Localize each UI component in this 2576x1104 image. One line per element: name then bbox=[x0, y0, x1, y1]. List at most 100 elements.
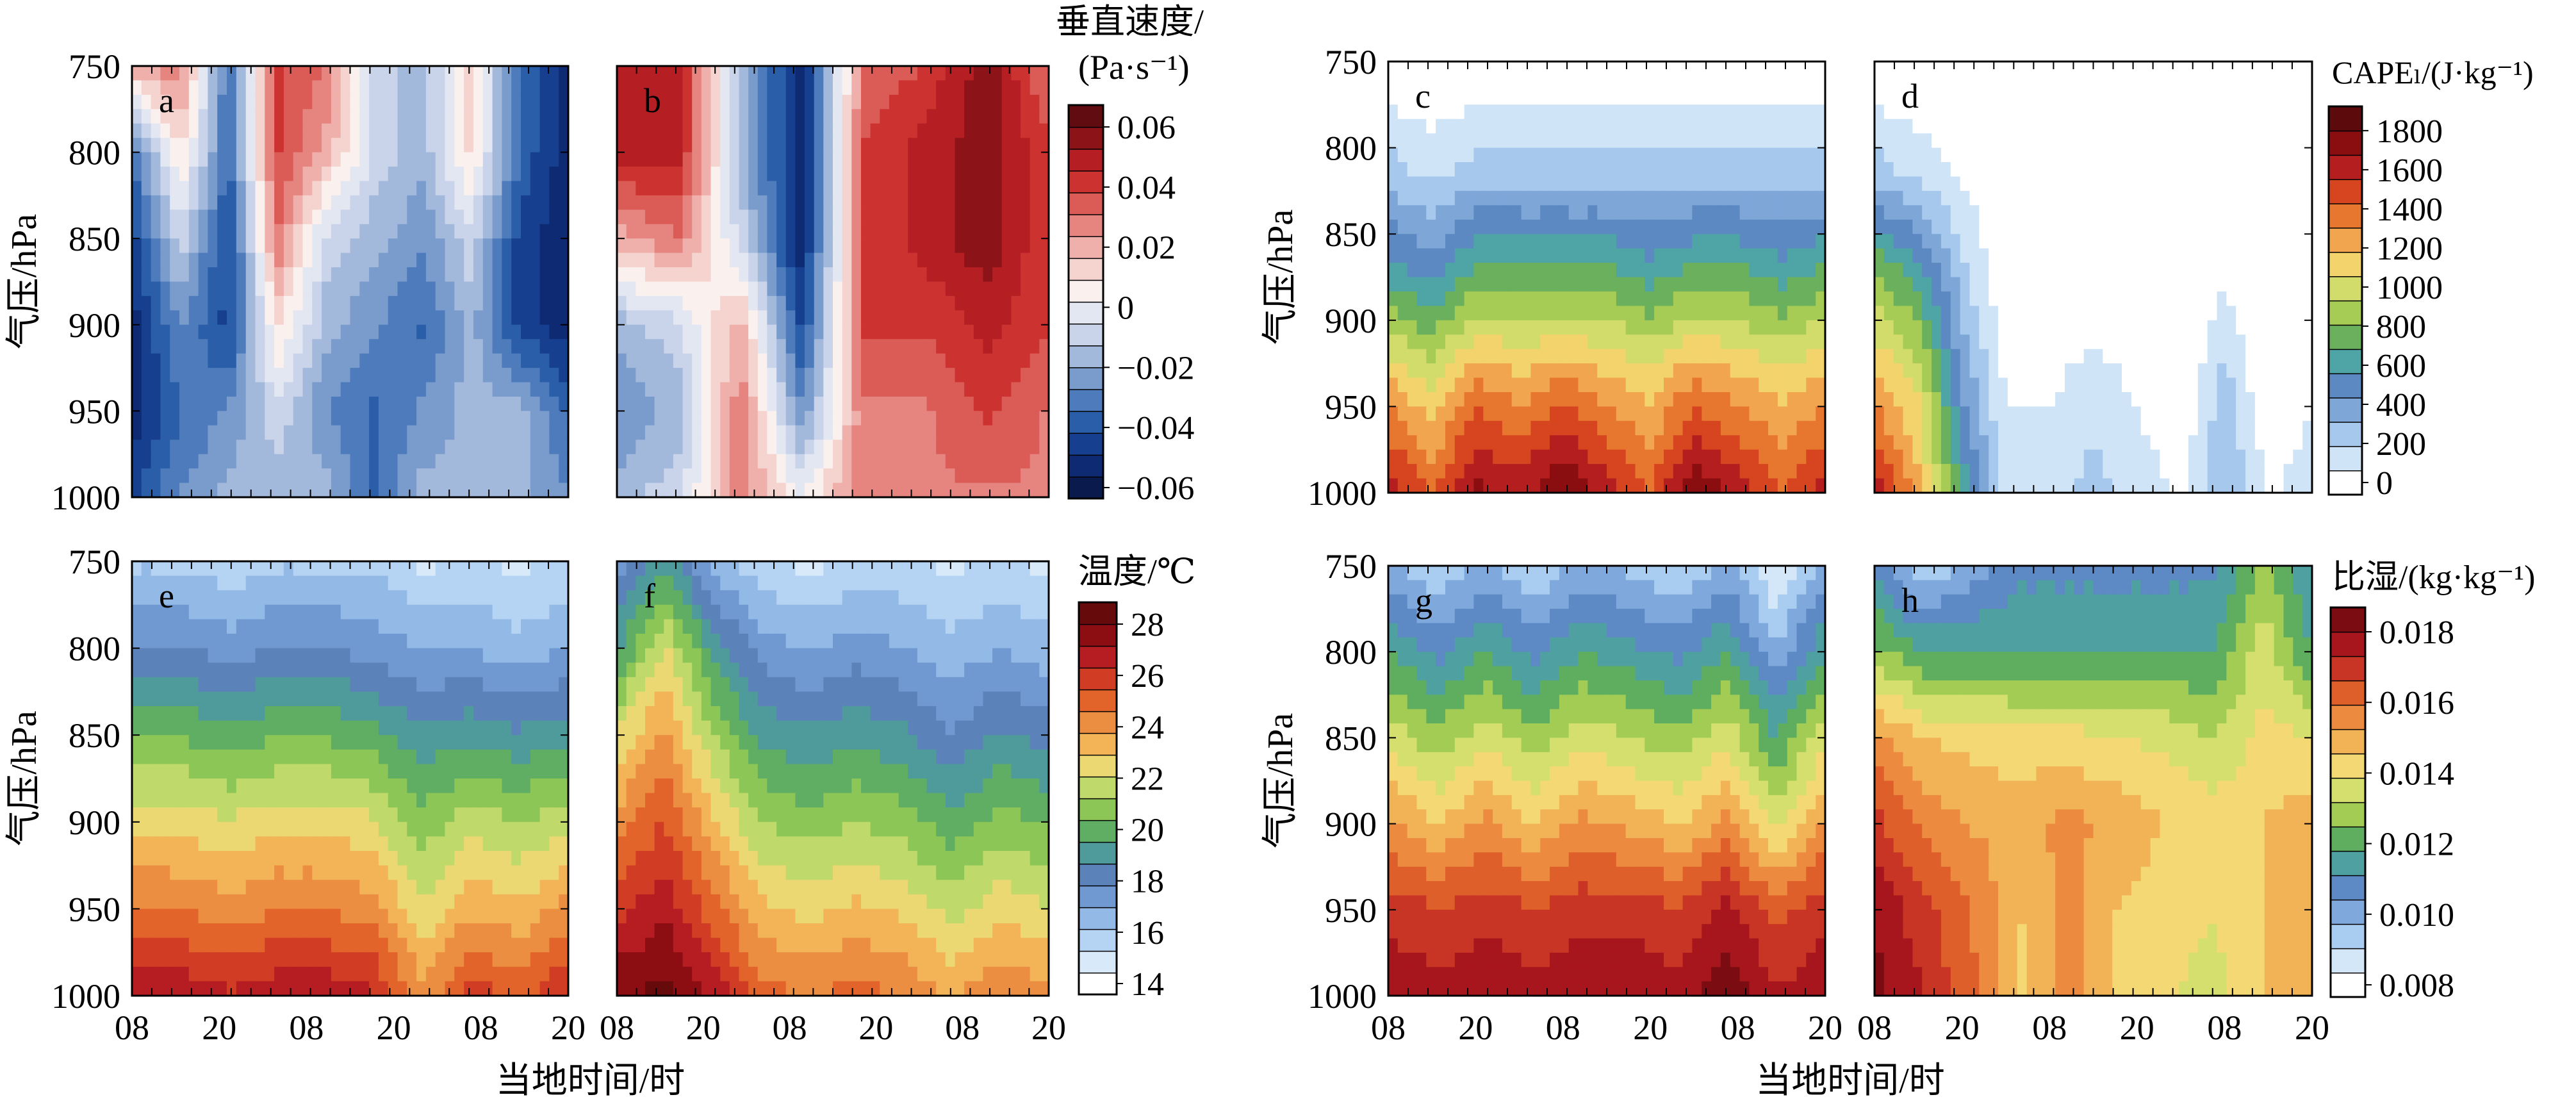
heat-cell bbox=[464, 94, 474, 110]
heat-cell bbox=[2226, 219, 2236, 235]
heat-cell bbox=[1730, 205, 1741, 220]
heat-cell bbox=[851, 238, 862, 254]
heat-cell bbox=[880, 66, 890, 81]
heat-cell bbox=[1039, 210, 1049, 225]
heat-cell bbox=[397, 210, 408, 225]
heat-cell bbox=[170, 382, 180, 397]
heat-cell bbox=[1407, 392, 1418, 408]
heat-cell bbox=[388, 80, 398, 95]
heat-cell bbox=[369, 181, 379, 196]
heat-cell bbox=[1969, 263, 1980, 278]
heat-cell bbox=[842, 295, 853, 311]
heat-cell bbox=[407, 252, 417, 268]
heat-cell bbox=[2036, 234, 2046, 249]
heat-cell bbox=[1530, 291, 1541, 307]
heat-cell bbox=[331, 295, 341, 311]
heat-cell bbox=[1739, 119, 1750, 134]
heat-cell bbox=[2065, 162, 2075, 177]
heat-cell bbox=[757, 238, 768, 254]
heat-cell bbox=[1502, 334, 1513, 350]
heat-cell bbox=[1787, 162, 1798, 177]
heat-cell bbox=[1645, 219, 1655, 235]
heat-cell bbox=[1597, 420, 1607, 436]
heat-cell bbox=[870, 339, 881, 354]
heat-cell bbox=[1540, 147, 1550, 163]
heat-cell bbox=[1397, 435, 1408, 450]
heat-cell bbox=[2093, 205, 2104, 220]
heat-cell bbox=[2264, 162, 2275, 177]
heat-cell bbox=[350, 440, 361, 455]
heat-cell bbox=[2055, 90, 2065, 106]
heat-cell bbox=[350, 109, 361, 124]
heat-cell bbox=[729, 339, 740, 354]
heat-cell bbox=[1550, 104, 1560, 120]
heat-cell bbox=[945, 267, 956, 283]
heat-cell bbox=[2160, 104, 2170, 120]
heat-cell bbox=[539, 310, 550, 325]
heat-cell bbox=[861, 138, 871, 153]
heat-cell bbox=[1816, 334, 1825, 350]
heat-cell bbox=[1806, 320, 1816, 335]
heat-cell bbox=[1578, 291, 1589, 307]
heat-cell bbox=[757, 152, 768, 167]
heat-cell bbox=[539, 80, 550, 95]
heat-cell bbox=[1787, 306, 1798, 321]
heat-cell bbox=[617, 94, 627, 110]
heat-cell bbox=[2245, 205, 2256, 220]
heat-cell bbox=[776, 138, 787, 153]
heat-cell bbox=[805, 195, 815, 211]
heat-cell bbox=[1559, 291, 1570, 307]
heat-cell bbox=[1720, 449, 1731, 465]
heat-cell bbox=[1416, 147, 1427, 163]
heat-cell bbox=[1932, 162, 1942, 177]
heat-cell bbox=[1883, 205, 1894, 220]
heat-cell bbox=[132, 123, 142, 138]
heat-cell bbox=[1578, 219, 1589, 235]
heat-cell bbox=[870, 482, 881, 497]
heat-cell bbox=[170, 339, 180, 354]
heat-cell bbox=[340, 468, 351, 484]
heat-cell bbox=[2245, 190, 2256, 206]
heat-cell bbox=[1749, 334, 1759, 350]
heat-cell bbox=[1720, 406, 1731, 422]
heat-cell bbox=[454, 210, 464, 225]
heat-cell bbox=[617, 310, 627, 325]
heat-cell bbox=[2122, 119, 2132, 134]
heat-cell bbox=[1682, 277, 1693, 292]
heat-cell bbox=[2093, 76, 2104, 91]
heat-cell bbox=[645, 425, 655, 440]
heat-cell bbox=[1682, 263, 1693, 278]
heat-cell bbox=[1893, 76, 1904, 91]
heat-cell bbox=[992, 482, 1003, 497]
heat-cell bbox=[1039, 482, 1049, 497]
heat-cell bbox=[2254, 76, 2265, 91]
heat-cell bbox=[1511, 133, 1522, 149]
heat-cell bbox=[407, 339, 417, 354]
heat-cell bbox=[1397, 190, 1408, 206]
heat-cell bbox=[617, 425, 627, 440]
heat-cell bbox=[2083, 248, 2094, 263]
heat-cell bbox=[2055, 234, 2065, 249]
heat-cell bbox=[141, 425, 152, 440]
heat-cell bbox=[302, 454, 313, 469]
heat-cell bbox=[1816, 76, 1825, 91]
heat-cell bbox=[1454, 435, 1465, 450]
heat-cell bbox=[1464, 104, 1475, 120]
heat-cell bbox=[1883, 234, 1894, 249]
heat-cell bbox=[1530, 377, 1541, 393]
heat-cell bbox=[898, 181, 909, 196]
heat-cell bbox=[955, 152, 965, 167]
heat-cell bbox=[1578, 147, 1589, 163]
heat-cell bbox=[1645, 263, 1655, 278]
heat-cell bbox=[1597, 449, 1607, 465]
heat-cell bbox=[293, 454, 304, 469]
heat-cell bbox=[1682, 248, 1693, 263]
heat-cell bbox=[227, 295, 237, 311]
heat-cell bbox=[880, 440, 890, 455]
heat-cell bbox=[179, 210, 190, 225]
heat-cell bbox=[1578, 306, 1589, 321]
heat-cell bbox=[1464, 248, 1475, 263]
heat-cell bbox=[2254, 190, 2265, 206]
heat-cell bbox=[2169, 62, 2179, 77]
heat-cell bbox=[1568, 62, 1579, 77]
